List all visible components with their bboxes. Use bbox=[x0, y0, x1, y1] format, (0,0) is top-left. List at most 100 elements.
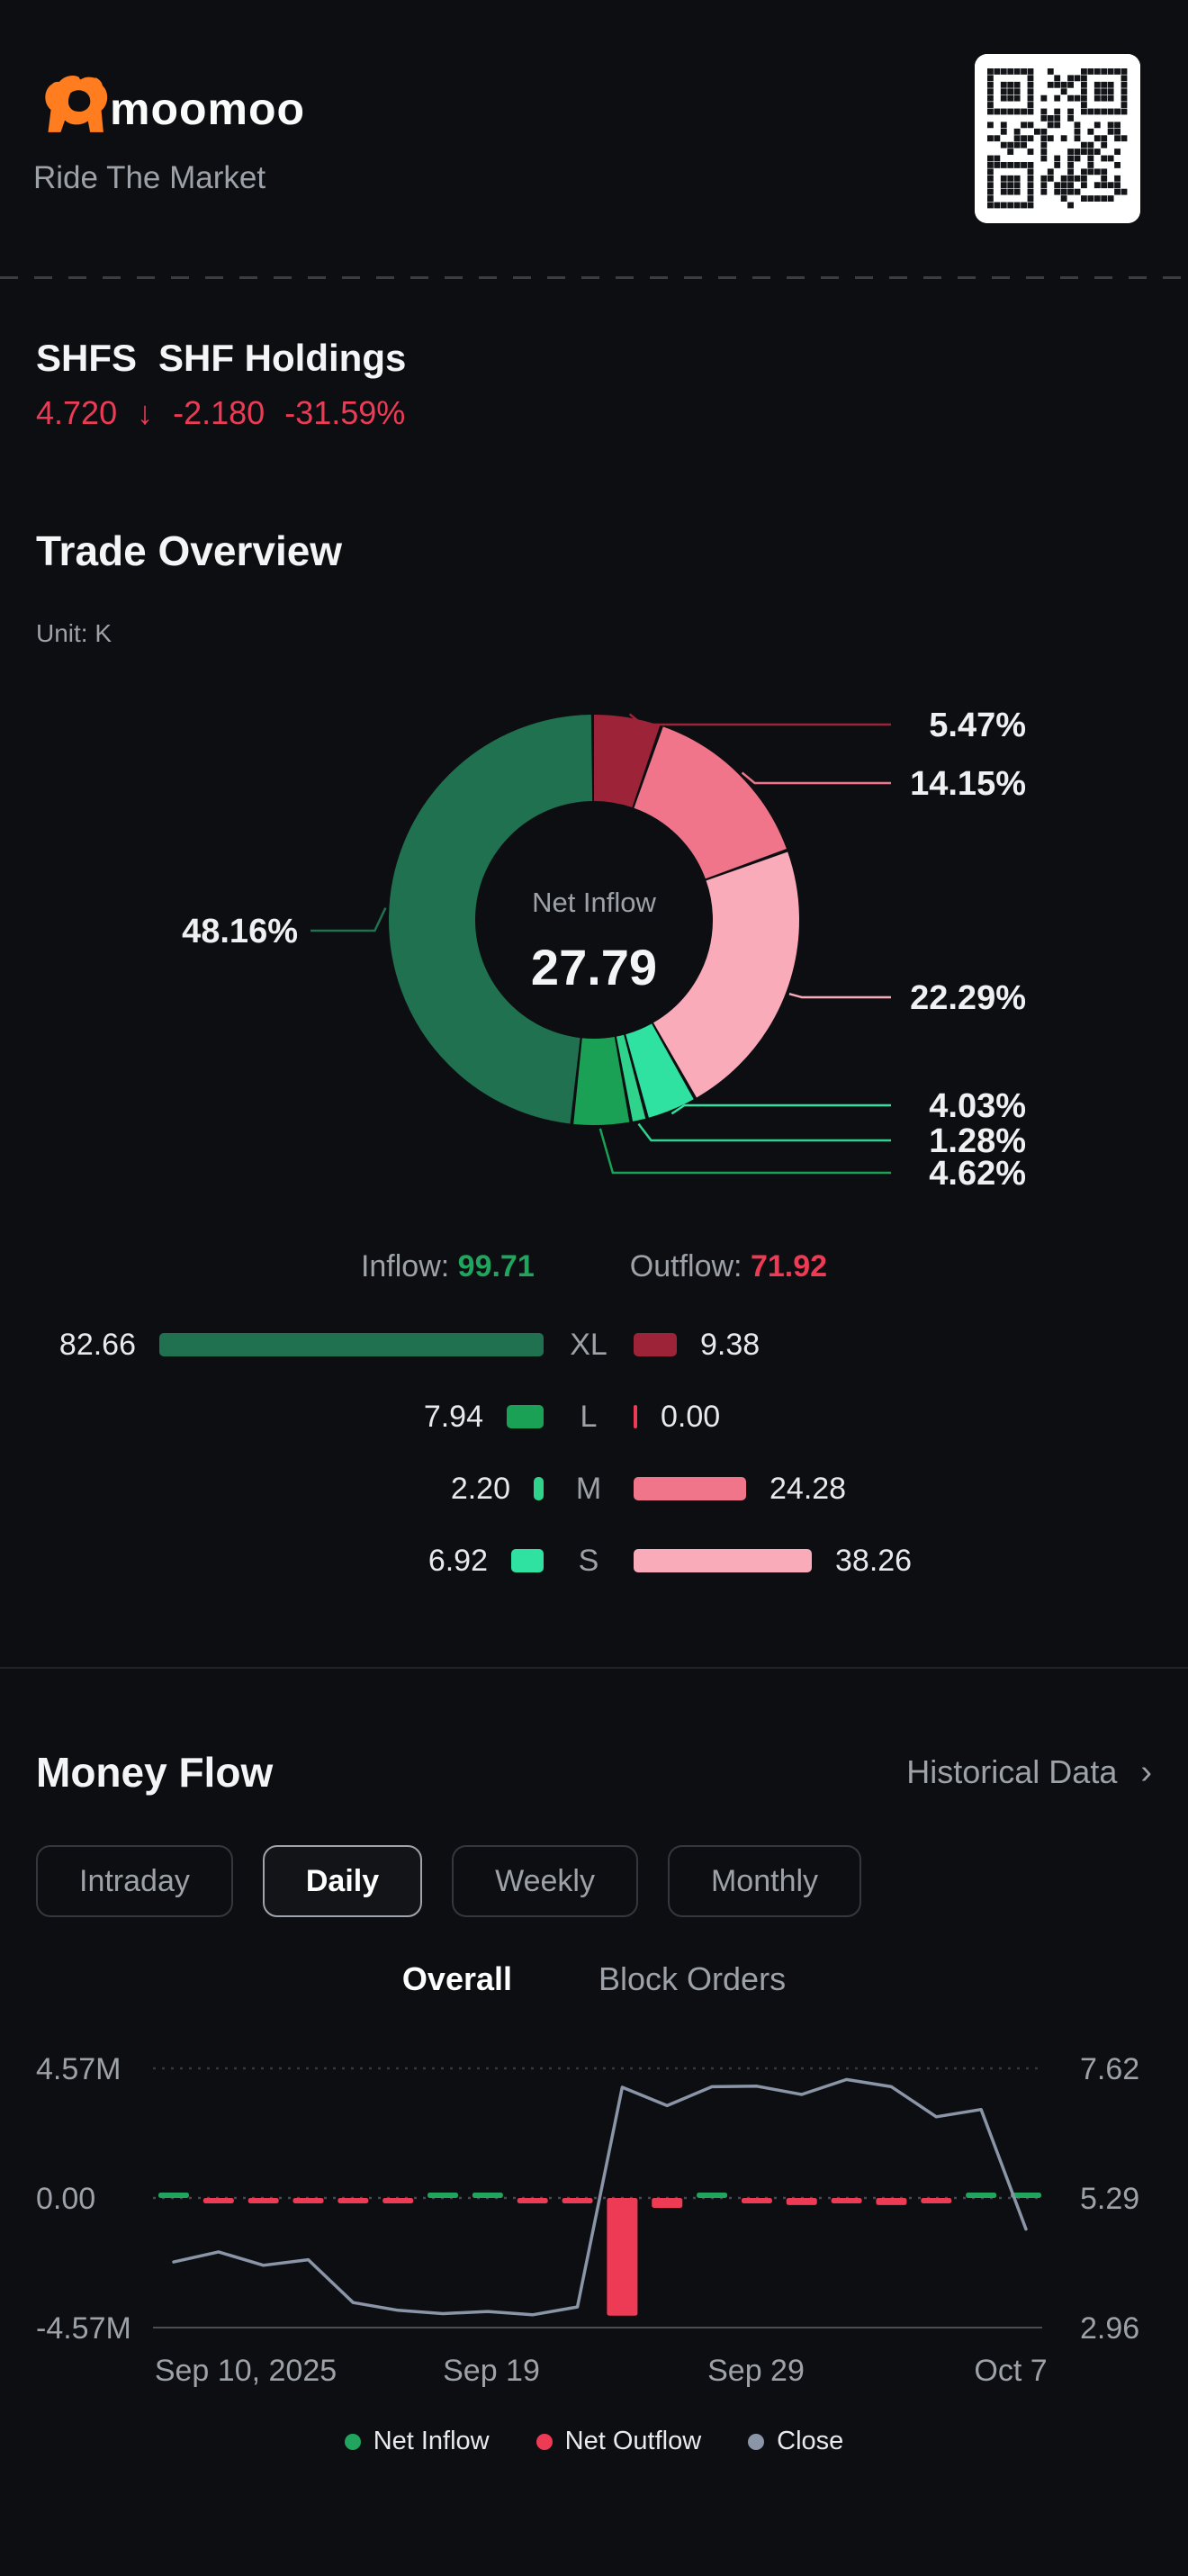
right-axis-label: 5.29 bbox=[1080, 2182, 1139, 2216]
size-row-l: 7.94 L 0.00 bbox=[0, 1381, 1188, 1453]
outflow-label: Outflow: bbox=[629, 1249, 742, 1283]
left-axis-label: 0.00 bbox=[36, 2182, 95, 2216]
net-inflow-bar bbox=[966, 2193, 997, 2198]
stock-header: SHFS SHF Holdings bbox=[36, 337, 406, 380]
tab-monthly[interactable]: Monthly bbox=[667, 1845, 862, 1917]
donut-slice-pct-label: 4.62% bbox=[929, 1155, 1026, 1193]
inflow-bar-value: 7.94 bbox=[423, 1399, 483, 1434]
size-row-s: 6.92 S 38.26 bbox=[0, 1525, 1188, 1597]
left-axis-label: -4.57M bbox=[36, 2311, 131, 2346]
historical-data-label: Historical Data bbox=[906, 1753, 1118, 1790]
outflow-bar bbox=[634, 1405, 637, 1428]
inflow-bar-value: 6.92 bbox=[428, 1543, 488, 1578]
unit-label: Unit: K bbox=[36, 619, 112, 647]
net-outflow-bar bbox=[921, 2198, 952, 2203]
donut-callout-line bbox=[628, 713, 891, 726]
section-divider bbox=[0, 1667, 1188, 1669]
outflow-bar-value: 24.28 bbox=[770, 1471, 847, 1506]
price-change-pct: -31.59% bbox=[284, 394, 406, 431]
right-axis-label: 2.96 bbox=[1080, 2311, 1139, 2346]
inflow-bar bbox=[507, 1405, 544, 1428]
chevron-right-icon: › bbox=[1140, 1753, 1152, 1791]
close-price-line bbox=[172, 2077, 1028, 2317]
size-category-label: XL bbox=[570, 1327, 608, 1362]
outflow-bar bbox=[634, 1477, 746, 1500]
moomoo-bull-icon bbox=[40, 72, 110, 135]
donut-slice-pct-label: 22.29% bbox=[910, 979, 1026, 1017]
dashed-divider bbox=[0, 276, 1188, 279]
inflow-label: Inflow: bbox=[360, 1249, 450, 1283]
down-arrow-icon: ↓ bbox=[137, 394, 154, 431]
outflow-value: 71.92 bbox=[750, 1249, 828, 1283]
money-flow-chart[interactable]: 4.57M 0.00 -4.57M 7.62 5.29 2.96 Sep 10, 2025 S… bbox=[0, 2034, 1188, 2394]
net-outflow-bar bbox=[248, 2198, 279, 2203]
size-category-label: S bbox=[578, 1543, 599, 1578]
legend-net-inflow: Net Inflow bbox=[344, 2427, 490, 2456]
right-axis-label: 7.62 bbox=[1080, 2052, 1139, 2086]
net-outflow-bar bbox=[652, 2198, 683, 2209]
size-category-label: M bbox=[575, 1471, 602, 1506]
net-inflow-bar bbox=[1010, 2193, 1041, 2198]
historical-data-link[interactable]: Historical Data › bbox=[906, 1753, 1152, 1792]
size-category-label: L bbox=[580, 1399, 598, 1434]
legend-net-outflow: Net Outflow bbox=[536, 2427, 702, 2456]
money-flow-title: Money Flow bbox=[36, 1749, 274, 1796]
donut-slice-pct-label: 5.47% bbox=[929, 707, 1026, 744]
donut-slice-pct-label: 1.28% bbox=[929, 1122, 1026, 1160]
net-outflow-bar bbox=[607, 2198, 638, 2316]
donut-callout-line bbox=[741, 771, 891, 785]
net-inflow-dot-icon bbox=[344, 2433, 361, 2450]
donut-callout-line bbox=[598, 1128, 891, 1175]
outflow-bar-value: 38.26 bbox=[835, 1543, 913, 1578]
donut-center-label: Net Inflow bbox=[532, 887, 656, 918]
donut-slice-pct-label: 4.03% bbox=[929, 1087, 1026, 1125]
period-tab-bar: Intraday Daily Weekly Monthly bbox=[36, 1845, 862, 1917]
donut-slice-pct-label: 48.16% bbox=[182, 913, 298, 950]
donut-slice-pct-label: 14.15% bbox=[910, 765, 1026, 803]
outflow-bar bbox=[634, 1333, 677, 1356]
order-size-bars: 82.66 XL 9.38 7.94 L 0.00 2.20 M 24.28 6.92 S 38.26 bbox=[0, 1309, 1188, 1597]
outflow-bar-value: 9.38 bbox=[700, 1327, 760, 1362]
moomoo-wordmark: moomoo bbox=[110, 84, 306, 134]
donut-slice-xl-outflow bbox=[389, 715, 799, 1125]
outflow-bar-value: 0.00 bbox=[661, 1399, 721, 1434]
x-tick-label: Sep 10, 2025 bbox=[155, 2354, 337, 2388]
inflow-total: Inflow: 99.71 bbox=[361, 1249, 535, 1284]
net-outflow-dot-icon bbox=[536, 2433, 553, 2450]
donut-callout-line bbox=[310, 907, 387, 932]
net-outflow-bar bbox=[562, 2198, 593, 2203]
net-outflow-bar bbox=[292, 2198, 324, 2203]
last-price: 4.720 bbox=[36, 394, 118, 431]
inflow-bar bbox=[534, 1477, 544, 1500]
size-row-xl: 82.66 XL 9.38 bbox=[0, 1309, 1188, 1381]
net-outflow-bar bbox=[517, 2198, 548, 2203]
brand-tagline: Ride The Market bbox=[33, 160, 266, 195]
donut-callout-line bbox=[788, 993, 891, 999]
chart-legend: Net Inflow Net Outflow Close bbox=[0, 2427, 1188, 2456]
trade-overview-title: Trade Overview bbox=[36, 527, 343, 574]
inflow-bar-value: 82.66 bbox=[58, 1327, 136, 1362]
donut-callout-line bbox=[670, 1103, 891, 1115]
net-outflow-bar bbox=[831, 2198, 862, 2203]
donut-center-value: 27.79 bbox=[531, 939, 657, 995]
x-tick-label: Sep 19 bbox=[443, 2354, 540, 2388]
net-outflow-bar bbox=[338, 2198, 369, 2203]
tab-intraday[interactable]: Intraday bbox=[36, 1845, 233, 1917]
tab-block-orders[interactable]: Block Orders bbox=[598, 1960, 787, 1997]
inflow-bar bbox=[511, 1549, 544, 1572]
inflow-bar bbox=[159, 1333, 544, 1356]
close-dot-icon bbox=[748, 2433, 765, 2450]
net-outflow-bar bbox=[786, 2198, 817, 2205]
legend-label: Net Outflow bbox=[564, 2427, 702, 2455]
stock-price-row: 4.720 ↓ -2.180 -31.59% bbox=[36, 394, 405, 432]
inflow-value: 99.71 bbox=[457, 1249, 535, 1283]
net-inflow-bar bbox=[158, 2193, 189, 2198]
stock-symbol: SHFS bbox=[36, 337, 138, 379]
qr-code bbox=[975, 54, 1140, 223]
outflow-total: Outflow: 71.92 bbox=[630, 1249, 827, 1284]
net-inflow-bar bbox=[697, 2193, 728, 2198]
tab-overall[interactable]: Overall bbox=[401, 1960, 513, 1997]
tab-daily[interactable]: Daily bbox=[262, 1845, 423, 1917]
tab-weekly[interactable]: Weekly bbox=[452, 1845, 638, 1917]
